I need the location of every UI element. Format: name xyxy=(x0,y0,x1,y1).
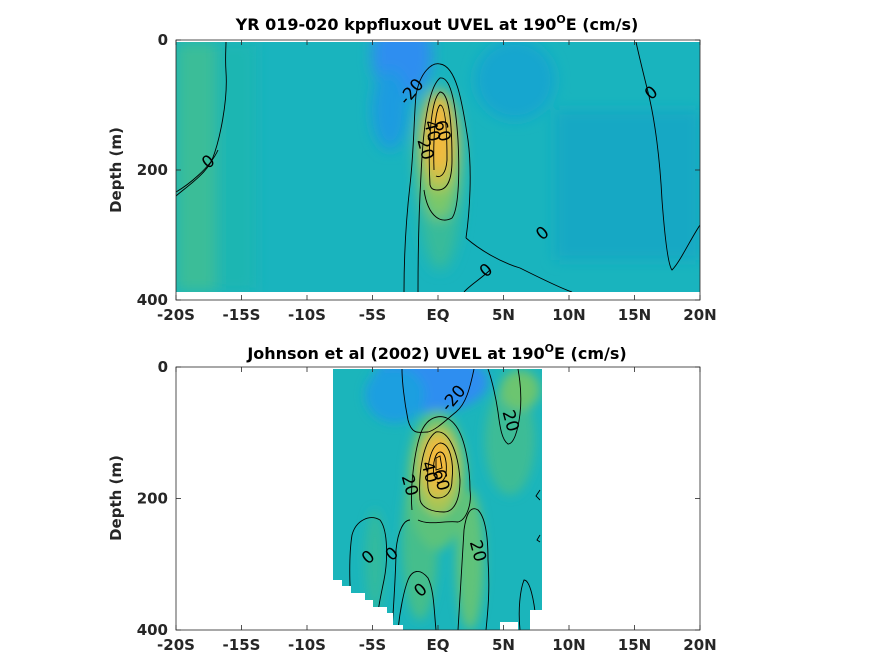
x-tick-label: 20N xyxy=(683,636,716,654)
x-tick-label: 5N xyxy=(492,636,515,654)
x-tick-label: 10N xyxy=(552,306,585,324)
x-tick-label: -20S xyxy=(157,636,195,654)
x-tick-label: EQ xyxy=(427,306,450,324)
x-tick-label: 5N xyxy=(492,306,515,324)
y-tick-label: 0 xyxy=(158,358,168,376)
panel-model-ylabel: Depth (m) xyxy=(107,127,125,213)
y-tick-label: 400 xyxy=(137,291,168,309)
panel-obs-axes: -20S -15S -10S -5S EQ 5N 10N 15N 20N 0 200 400 xyxy=(137,358,717,654)
x-tick-label: 15N xyxy=(618,636,651,654)
panel-obs-title: Johnson et al (2002) UVEL at 190OE (cm/s… xyxy=(246,342,626,363)
x-tick-label: 10N xyxy=(552,636,585,654)
x-tick-label: 15N xyxy=(618,306,651,324)
x-tick-label: -15S xyxy=(223,636,261,654)
x-tick-label: EQ xyxy=(427,636,450,654)
y-tick-label: 400 xyxy=(137,621,168,639)
y-tick-label: 200 xyxy=(137,161,168,179)
panel-model: YR 019-020 kppfluxout UVEL at 190OE (cm/… xyxy=(107,13,717,324)
panel-obs-ylabel: Depth (m) xyxy=(107,455,125,541)
x-tick-label: 20N xyxy=(683,306,716,324)
x-tick-label: -20S xyxy=(157,306,195,324)
panel-obs: Johnson et al (2002) UVEL at 190OE (cm/s… xyxy=(107,342,717,654)
x-tick-label: -15S xyxy=(223,306,261,324)
x-tick-label: -5S xyxy=(359,636,386,654)
y-tick-label: 200 xyxy=(137,490,168,508)
x-tick-label: -5S xyxy=(359,306,386,324)
y-tick-label: 0 xyxy=(158,31,168,49)
panel-model-axes: -20S -15S -10S -5S EQ 5N 10N 15N 20N 0 200 400 xyxy=(137,31,717,324)
x-tick-label: -10S xyxy=(288,306,326,324)
panel-model-title: YR 019-020 kppfluxout UVEL at 190OE (cm/… xyxy=(235,13,639,34)
x-tick-label: -10S xyxy=(288,636,326,654)
